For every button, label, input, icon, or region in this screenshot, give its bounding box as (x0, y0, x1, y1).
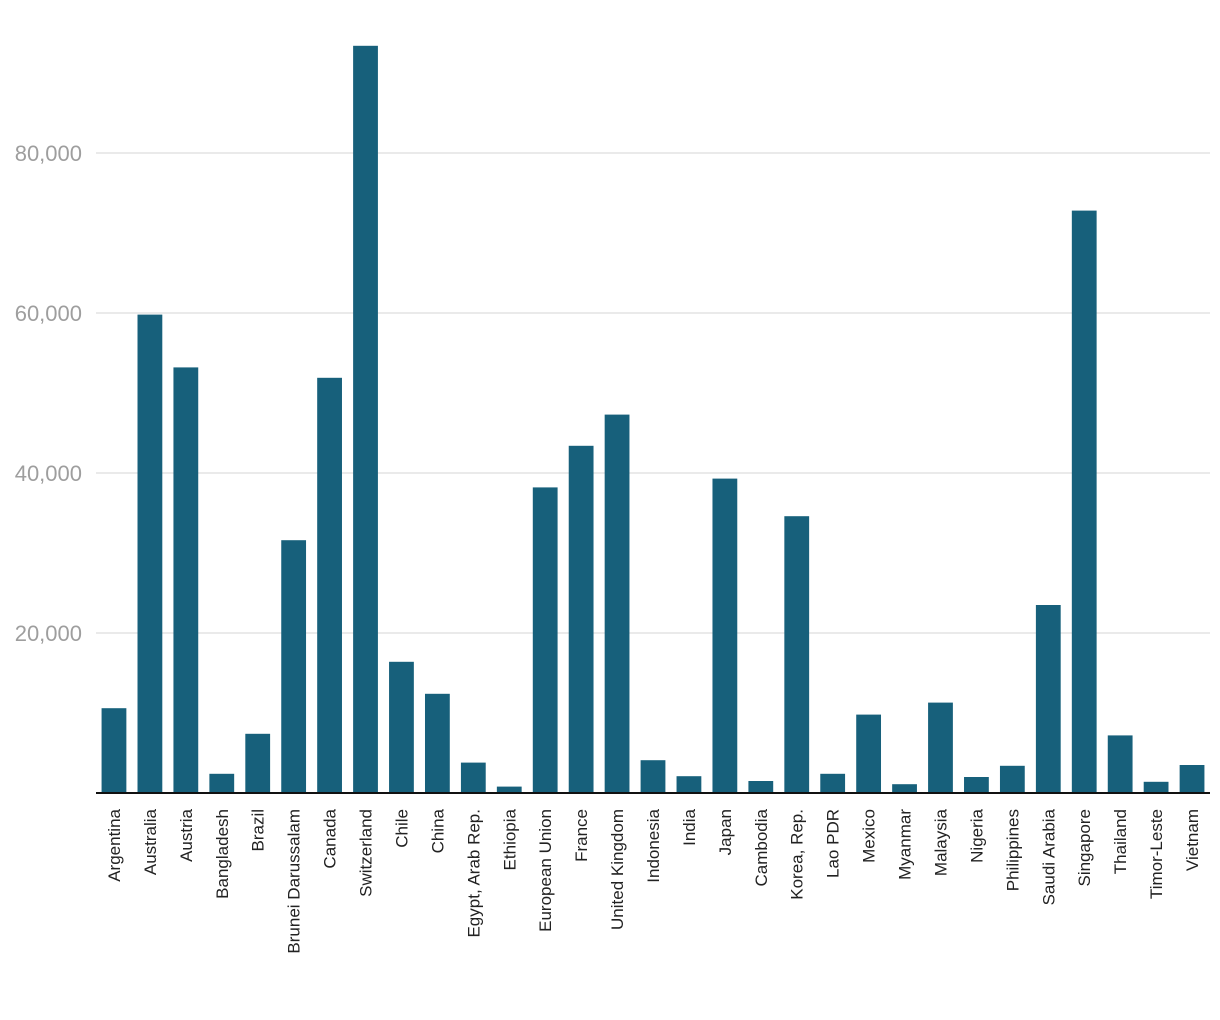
x-tick-label: India (680, 808, 699, 845)
bar (999, 765, 1025, 793)
bar (712, 478, 738, 793)
bar (1071, 210, 1097, 794)
bar (1179, 765, 1205, 793)
y-tick-label: 40,000 (15, 461, 82, 486)
x-tick-label: Brunei Darussalam (285, 809, 304, 954)
bar (424, 693, 450, 793)
x-tick-label: Indonesia (644, 808, 663, 882)
bar (892, 784, 917, 793)
x-tick-label: Bangladesh (213, 809, 232, 899)
x-tick-label: Mexico (860, 809, 879, 863)
x-tick-label: Brazil (249, 809, 268, 852)
bar (317, 377, 342, 793)
y-tick-label: 80,000 (15, 141, 82, 166)
x-axis-tick-labels: Argentina Australia Austria Bangladesh Brazi… (105, 808, 1202, 953)
bar (820, 773, 846, 793)
y-axis-tick-labels: 20,000 40,000 60,000 80,000 (15, 141, 82, 646)
x-tick-label: Canada (321, 808, 340, 868)
x-tick-label: Switzerland (357, 809, 376, 897)
bar (532, 487, 558, 793)
bar (209, 773, 235, 793)
bar (856, 714, 882, 793)
x-tick-label: Nigeria (967, 808, 986, 862)
bar (353, 45, 378, 794)
bar (173, 367, 199, 793)
bar (460, 762, 486, 793)
bar (281, 540, 307, 793)
x-tick-label: Lao PDR (824, 809, 843, 878)
x-tick-label: Saudi Arabia (1039, 808, 1058, 905)
x-tick-label: Japan (716, 809, 735, 855)
x-tick-label: Chile (392, 809, 411, 848)
y-tick-label: 20,000 (15, 621, 82, 646)
x-tick-label: Malaysia (931, 808, 950, 876)
x-tick-label: Timor-Leste (1147, 809, 1166, 899)
bars (101, 45, 1205, 794)
bar (604, 414, 630, 793)
bar (389, 661, 414, 793)
bar (137, 314, 163, 793)
x-tick-label: Australia (141, 808, 160, 875)
bar (676, 776, 702, 793)
bar (1107, 735, 1133, 793)
bar (1143, 781, 1169, 793)
bar (640, 760, 666, 793)
bar (1035, 605, 1061, 793)
x-tick-label: Ethiopia (500, 808, 519, 870)
x-tick-label: European Union (536, 809, 555, 932)
x-tick-label: Thailand (1111, 809, 1130, 874)
x-tick-label: China (428, 808, 447, 853)
gridlines (96, 152, 1210, 634)
x-tick-label: Cambodia (752, 808, 771, 886)
bar (101, 708, 127, 793)
x-tick-label: Philippines (1003, 809, 1022, 891)
x-tick-label: United Kingdom (608, 809, 627, 930)
x-tick-label: Myanmar (896, 809, 915, 880)
x-tick-label: Korea, Rep. (788, 809, 807, 900)
bar (568, 445, 594, 793)
bar (928, 702, 953, 793)
bar (784, 516, 810, 793)
y-tick-label: 60,000 (15, 301, 82, 326)
bar (748, 781, 774, 793)
bar (496, 786, 522, 793)
x-tick-label: Argentina (105, 808, 124, 881)
x-tick-label: Vietnam (1183, 809, 1202, 871)
bar (245, 733, 271, 793)
x-tick-label: Singapore (1075, 809, 1094, 887)
x-tick-label: France (572, 809, 591, 862)
x-tick-label: Austria (177, 808, 196, 861)
x-tick-label: Egypt, Arab Rep. (464, 809, 483, 938)
bar (964, 777, 989, 793)
